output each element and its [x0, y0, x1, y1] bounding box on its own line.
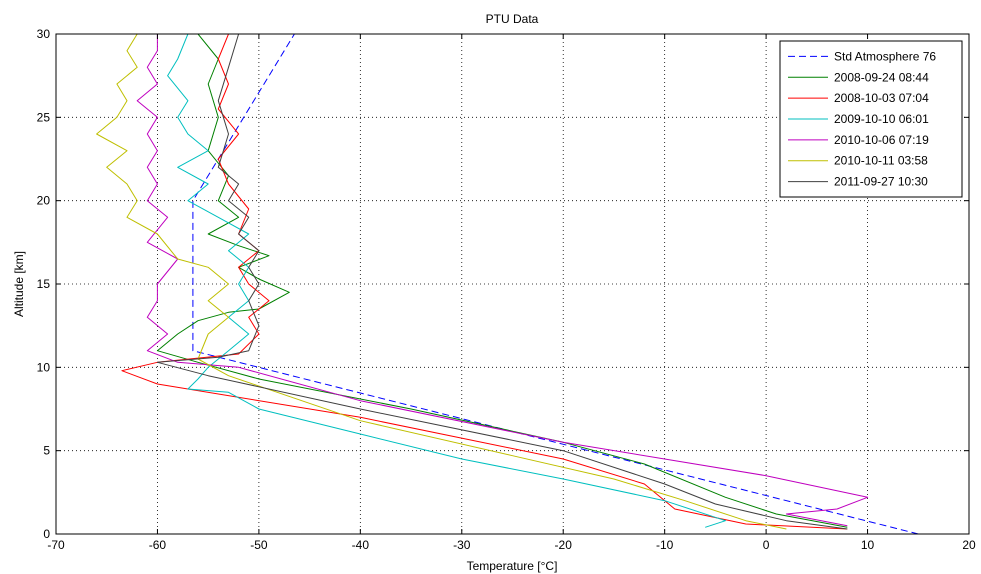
- legend: Std Atmosphere 76 2008-09-24 08:44 2008-10…: [779, 40, 963, 198]
- y-tick-label: 5: [43, 444, 50, 458]
- y-tick-label: 10: [37, 360, 51, 374]
- x-tick-label: -40: [352, 538, 370, 552]
- x-axis-title: Temperature [°C]: [467, 559, 558, 573]
- series-line-3: [167, 34, 726, 528]
- x-tick-label: 0: [763, 538, 770, 552]
- series-line-1: [156, 34, 848, 528]
- y-axis-title: Altitude [km]: [12, 251, 26, 317]
- x-tick-label: -60: [149, 538, 167, 552]
- y-tick-label: 25: [37, 110, 51, 124]
- x-tick-label: 10: [861, 538, 875, 552]
- y-tick-label: 20: [37, 194, 51, 208]
- series-lines: [96, 34, 919, 534]
- legend-label-5: 2010-10-11 03:58: [834, 154, 928, 168]
- legend-label-0: Std Atmosphere 76: [834, 49, 936, 63]
- series-line-6: [156, 34, 848, 530]
- legend-label-4: 2010-10-06 07:19: [834, 133, 929, 147]
- x-tick-label: -50: [250, 538, 268, 552]
- y-tick-label: 30: [37, 27, 51, 41]
- y-tick-label: 0: [43, 527, 50, 541]
- ticks: -70 -60 -50 -40 -30 -20 -10 0 10 20 0 5 10 15 20 25 30: [37, 27, 976, 552]
- chart-title: PTU Data: [486, 12, 539, 26]
- legend-label-6: 2011-09-27 10:30: [834, 175, 928, 189]
- legend-label-2: 2008-10-03 07:04: [834, 91, 929, 105]
- x-tick-label: -20: [555, 538, 573, 552]
- x-tick-label: 20: [962, 538, 976, 552]
- x-tick-label: -10: [656, 538, 674, 552]
- x-tick-label: -70: [47, 538, 65, 552]
- y-tick-label: 15: [37, 277, 51, 291]
- series-line-4: [136, 34, 869, 527]
- x-tick-label: -30: [453, 538, 471, 552]
- legend-label-1: 2008-09-24 08:44: [834, 70, 929, 84]
- legend-label-3: 2009-10-10 06:01: [834, 112, 929, 126]
- series-line-2: [121, 34, 848, 530]
- series-line-5: [96, 34, 787, 530]
- series-line-0: [192, 34, 919, 534]
